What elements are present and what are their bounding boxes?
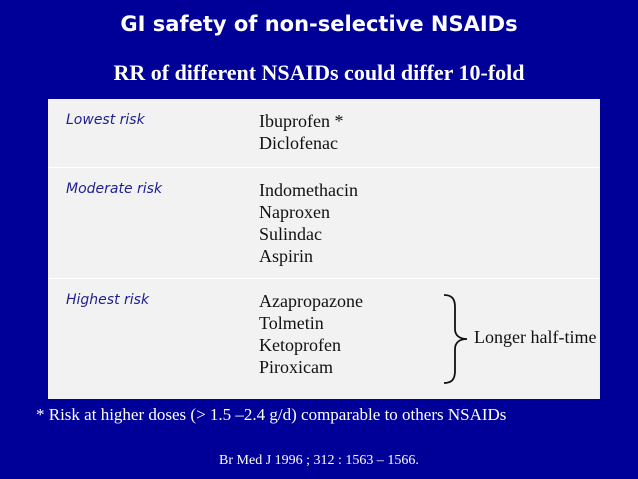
drug-item: Naproxen <box>259 202 330 222</box>
drug-item: Azapropazone <box>259 291 363 311</box>
risk-label: Moderate risk <box>66 181 163 197</box>
drug-item: Aspirin <box>259 246 313 266</box>
half-time-note: Longer half-time <box>474 327 597 347</box>
table-row-highest-risk: Highest risk Azapropazone Tolmetin Ketop… <box>48 278 600 400</box>
drug-list: Ibuprofen * Diclofenac <box>259 110 343 154</box>
table-row-moderate-risk: Moderate risk Indomethacin Naproxen Suli… <box>48 167 600 278</box>
footnote: * Risk at higher doses (> 1.5 –2.4 g/d) … <box>36 405 507 424</box>
drug-list: Azapropazone Tolmetin Ketoprofen Piroxic… <box>259 290 363 378</box>
risk-table: Lowest risk Ibuprofen * Diclofenac Moder… <box>48 99 600 399</box>
drug-item: Indomethacin <box>259 180 358 200</box>
drug-item: Ketoprofen <box>259 335 341 355</box>
reference-citation: Br Med J 1996 ; 312 : 1563 – 1566. <box>219 453 419 468</box>
curly-brace-icon <box>443 294 468 384</box>
slide-subtitle: RR of different NSAIDs could differ 10-f… <box>113 60 525 85</box>
risk-label: Lowest risk <box>66 112 145 128</box>
drug-item: Tolmetin <box>259 313 324 333</box>
drug-item: Sulindac <box>259 224 322 244</box>
drug-list: Indomethacin Naproxen Sulindac Aspirin <box>259 179 358 267</box>
table-row-lowest-risk: Lowest risk Ibuprofen * Diclofenac <box>48 99 600 166</box>
drug-item: Piroxicam <box>259 357 333 377</box>
slide-title: GI safety of non-selective NSAIDs <box>120 12 518 36</box>
drug-item: Ibuprofen * <box>259 111 344 131</box>
drug-item: Diclofenac <box>259 133 338 153</box>
risk-label: Highest risk <box>66 292 150 308</box>
